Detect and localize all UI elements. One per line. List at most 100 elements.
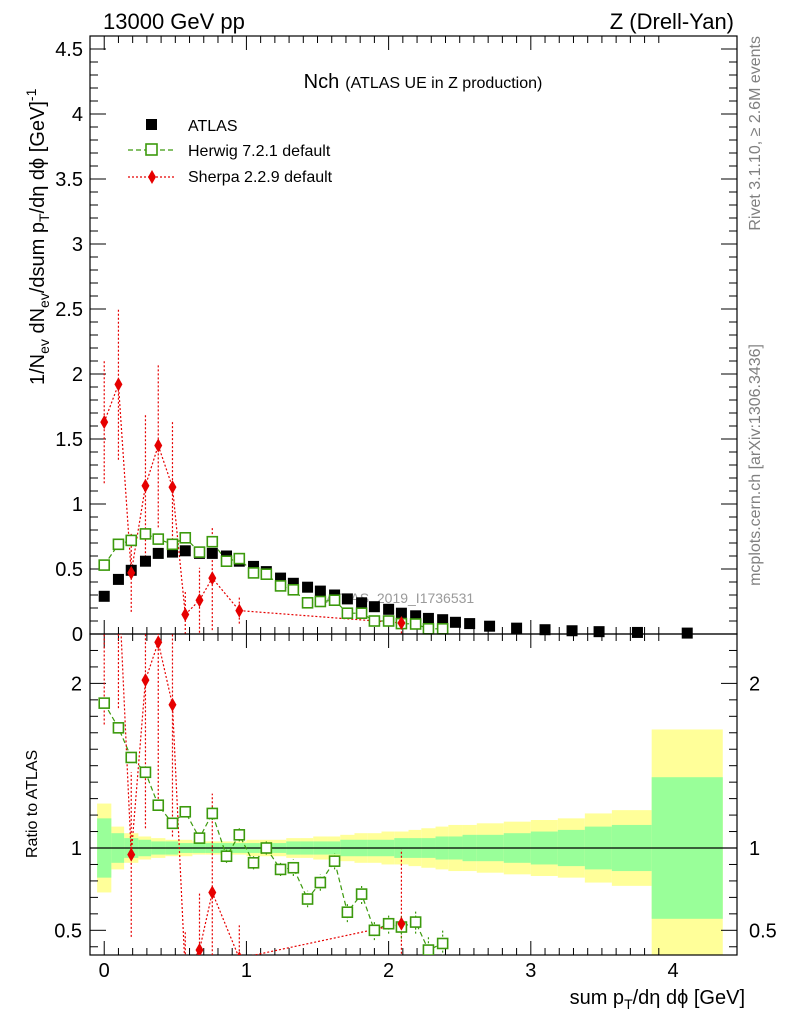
header-left: 13000 GeV pp	[103, 9, 245, 34]
sherpa-point	[181, 607, 190, 622]
herwig-point	[355, 607, 368, 620]
herwig-point	[206, 535, 219, 548]
ratio-y-tick-label-right: 0.5	[749, 920, 777, 942]
atlas-point	[464, 618, 476, 630]
ratio-herwig-point	[166, 817, 179, 830]
y-tick-label: 2.5	[55, 299, 83, 321]
ratio-sherpa-point	[141, 673, 150, 688]
y-tick-label: 4.5	[55, 39, 83, 61]
ratio-herwig-point	[382, 917, 395, 930]
sherpa-point	[195, 593, 204, 608]
legend-label-atlas: ATLAS	[188, 118, 238, 135]
atlas-point	[410, 610, 422, 622]
ratio-y-tick-label-right: 1	[749, 838, 760, 860]
herwig-point	[220, 555, 233, 568]
ratio-sherpa-point	[181, 966, 189, 980]
ratio-sherpa-point	[195, 943, 204, 955]
ratio-herwig-point	[233, 829, 246, 841]
sherpa-point	[141, 478, 150, 493]
y-tick-label: 3	[72, 234, 83, 256]
ratio-sherpa-point	[397, 916, 406, 931]
atlas-point	[112, 573, 124, 585]
x-tick-label: 2	[383, 960, 394, 982]
atlas-point	[631, 626, 643, 638]
herwig-point	[274, 580, 287, 592]
atlas-point	[593, 626, 605, 638]
atlas-point	[152, 547, 164, 559]
x-tick-label: 3	[525, 960, 536, 982]
x-axis-label: sum pT/dη dϕ [GeV]	[570, 987, 745, 1012]
ratio-herwig-point	[220, 850, 233, 863]
atlas-point	[98, 590, 110, 602]
atlas-point	[681, 627, 693, 639]
y-tick-label: 0.5	[55, 559, 83, 581]
ratio-bands	[90, 729, 737, 955]
ratio-sherpa-point	[154, 635, 163, 650]
main-marks	[98, 309, 693, 639]
main-axes: 0 0.5 1 1.5 2 2.5 3 3.5 4 4.5	[55, 35, 737, 646]
ratio-herwig-point	[287, 861, 300, 874]
x-tick-label: 4	[667, 960, 678, 982]
atlas-point	[356, 597, 368, 609]
herwig-point	[436, 622, 449, 635]
legend-marker-sherpa	[148, 170, 156, 184]
ratio-herwig-point	[139, 766, 152, 779]
herwig-point	[139, 528, 152, 540]
atlas-point	[341, 593, 353, 605]
ratio-herwig-point	[355, 888, 368, 900]
atlas-point	[437, 614, 449, 626]
atlas-point	[511, 622, 523, 634]
legend-marker-atlas	[146, 119, 157, 130]
ratio-herwig-point	[247, 857, 260, 869]
atlas-point	[248, 560, 260, 572]
ratio-sherpa-point	[237, 951, 242, 955]
ratio-herwig-point	[341, 906, 354, 919]
ratio-herwig-point	[152, 799, 165, 812]
ratio-sherpa-point	[208, 885, 217, 900]
herwig-point	[166, 538, 179, 551]
herwig-point	[314, 595, 327, 608]
legend-label-sherpa: Sherpa 2.2.9 default	[188, 169, 333, 186]
ratio-clipped-marks	[98, 602, 449, 980]
plot-title-sub: (ATLAS UE in Z production)	[345, 75, 542, 92]
y-tick-label: 1	[72, 494, 83, 516]
herwig-point	[98, 559, 111, 571]
ratio-herwig-point	[98, 697, 111, 709]
ratio-y-tick-label: 1	[71, 838, 82, 860]
plot-title: Nch (ATLAS UE in Z production)	[304, 71, 543, 93]
herwig-point	[287, 583, 300, 596]
sherpa-point	[154, 438, 163, 453]
atlas-point	[287, 577, 299, 589]
plot-title-main: Nch	[304, 71, 340, 93]
ratio-herwig-point	[112, 722, 125, 734]
sherpa-line	[103, 384, 402, 624]
sherpa-point	[100, 415, 109, 430]
sherpa-point	[114, 377, 123, 392]
main-y-label: 1/Nev dNev/dsum pT/dη dϕ [GeV]-1	[23, 88, 52, 385]
herwig-point	[247, 567, 260, 579]
atlas-point	[484, 620, 496, 632]
ratio-sherpa-point	[100, 602, 108, 616]
herwig-point	[152, 533, 165, 545]
ratio-frame	[89, 633, 738, 956]
herwig-point	[125, 534, 138, 547]
herwig-point	[328, 594, 341, 607]
sherpa-point	[127, 565, 136, 580]
ratio-herwig-point	[422, 944, 435, 955]
herwig-point	[233, 552, 246, 565]
ratio-sherpa-point	[168, 697, 177, 712]
ratio-sherpa-point	[127, 847, 136, 862]
ratio-herwig-point	[193, 832, 206, 844]
y-tick-label: 2	[72, 364, 83, 386]
ratio-y-tick-label-right: 2	[749, 673, 760, 695]
herwig-point	[112, 538, 125, 551]
ratio-herwig-point	[125, 751, 138, 764]
atlas-point	[422, 612, 434, 624]
ratio-marks	[98, 602, 449, 980]
atlas-point	[566, 625, 578, 637]
atlas-point	[302, 581, 314, 593]
y-tick-label: 1.5	[55, 429, 83, 451]
ratio-herwig-point	[206, 807, 219, 820]
atlas-point	[449, 616, 461, 628]
atlas-point	[395, 607, 407, 619]
